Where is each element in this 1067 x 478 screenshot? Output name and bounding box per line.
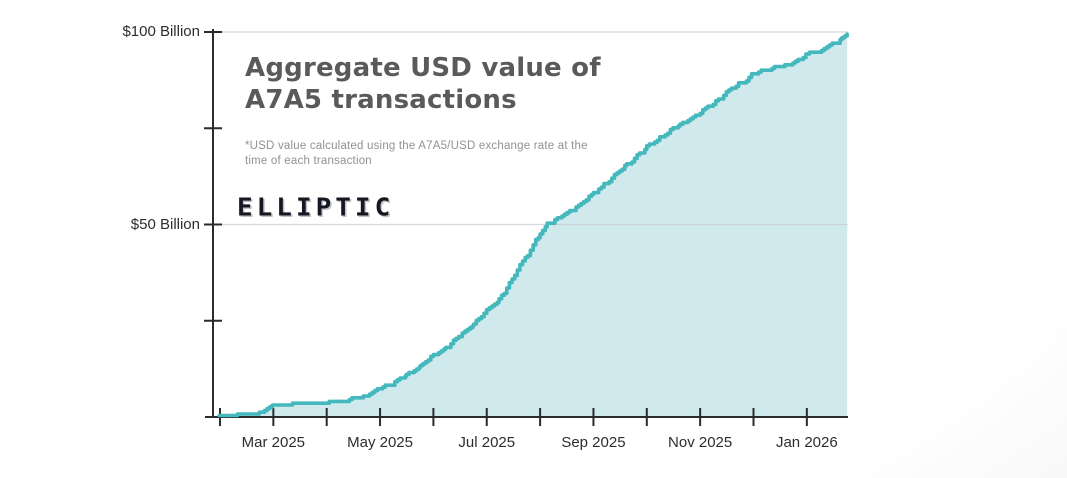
area-series-fill <box>219 34 848 417</box>
x-axis-label-2026-01: Jan 2026 <box>775 434 838 451</box>
x-axis-label-2025-03: Mar 2025 <box>241 434 306 451</box>
x-axis-label-2025-05: May 2025 <box>347 434 413 451</box>
y-axis-label-100: $100 Billion <box>122 23 200 40</box>
x-axis-label-2025-09: Sep 2025 <box>561 434 626 451</box>
x-axis-label-2025-07: Jul 2025 <box>458 434 516 451</box>
x-axis-label-2025-11: Nov 2025 <box>668 434 733 451</box>
chart-title-line2: A7A5 transactions <box>245 85 517 115</box>
chart-title: Aggregate USD value of A7A5 transactions <box>245 52 601 116</box>
area-series-line <box>217 32 849 418</box>
y-axis-label-50: $50 Billion <box>130 215 200 233</box>
elliptic-logo: ELLIPTIC <box>237 193 395 223</box>
chart-footnote: *USD value calculated using the A7A5/USD… <box>245 140 588 167</box>
chart-title-line1: Aggregate USD value of <box>245 53 601 83</box>
